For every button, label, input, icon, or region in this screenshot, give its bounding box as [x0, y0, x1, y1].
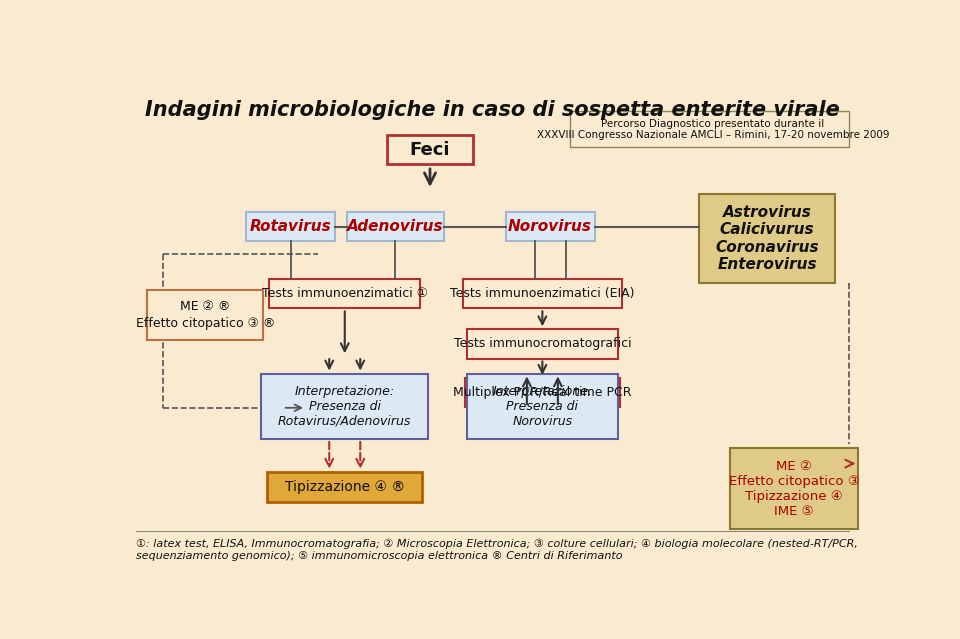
FancyBboxPatch shape	[731, 448, 858, 529]
Text: Rotavirus: Rotavirus	[250, 219, 331, 235]
Text: Tests immunoenzimatici ①: Tests immunoenzimatici ①	[262, 288, 428, 300]
Text: Tests immunocromatografici: Tests immunocromatografici	[453, 337, 631, 350]
Text: Adenovirus: Adenovirus	[347, 219, 444, 235]
Text: Interpretazione:
Presenza di
Norovirus: Interpretazione: Presenza di Norovirus	[492, 385, 592, 427]
FancyBboxPatch shape	[267, 472, 422, 502]
FancyBboxPatch shape	[506, 212, 594, 242]
Text: Indagini microbiologiche in caso di sospetta enterite virale: Indagini microbiologiche in caso di sosp…	[145, 100, 839, 119]
FancyBboxPatch shape	[465, 378, 620, 407]
Text: Astrovirus
Calicivurus
Coronavirus
Enterovirus: Astrovirus Calicivurus Coronavirus Enter…	[715, 204, 819, 272]
FancyBboxPatch shape	[347, 212, 444, 242]
FancyBboxPatch shape	[699, 194, 835, 282]
Text: ME ②
Effetto citopatico ③
Tipizzazione ④
IME ⑤: ME ② Effetto citopatico ③ Tipizzazione ④…	[729, 459, 859, 518]
FancyBboxPatch shape	[269, 279, 420, 309]
FancyBboxPatch shape	[147, 290, 263, 341]
FancyBboxPatch shape	[261, 374, 428, 439]
FancyBboxPatch shape	[246, 212, 335, 242]
Text: XXXVIII Congresso Nazionale AMCLI – Rimini, 17-20 novembre 2009: XXXVIII Congresso Nazionale AMCLI – Rimi…	[537, 130, 889, 140]
FancyBboxPatch shape	[388, 135, 472, 164]
Text: Multiplex PCR/Real time PCR: Multiplex PCR/Real time PCR	[453, 386, 632, 399]
Text: ①: latex test, ELISA, Immunocromatografia; ② Microscopia Elettronica; ③ colture : ①: latex test, ELISA, Immunocromatografi…	[135, 539, 857, 560]
Text: Percorso Diagnostico presentato durante il: Percorso Diagnostico presentato durante …	[601, 119, 825, 128]
FancyBboxPatch shape	[467, 374, 618, 439]
Text: Interpretazione:
Presenza di
Rotavirus/Adenovirus: Interpretazione: Presenza di Rotavirus/A…	[278, 385, 412, 427]
Text: Norovirus: Norovirus	[508, 219, 592, 235]
FancyBboxPatch shape	[467, 329, 618, 358]
Text: ME ② ®: ME ② ®	[180, 300, 230, 312]
FancyBboxPatch shape	[463, 279, 622, 309]
Text: Feci: Feci	[410, 141, 450, 159]
FancyBboxPatch shape	[569, 111, 849, 147]
Text: Tipizzazione ④ ®: Tipizzazione ④ ®	[284, 480, 405, 494]
Text: Tests immunoenzimatici (EIA): Tests immunoenzimatici (EIA)	[450, 288, 635, 300]
Text: Effetto citopatico ③ ®: Effetto citopatico ③ ®	[135, 316, 275, 330]
